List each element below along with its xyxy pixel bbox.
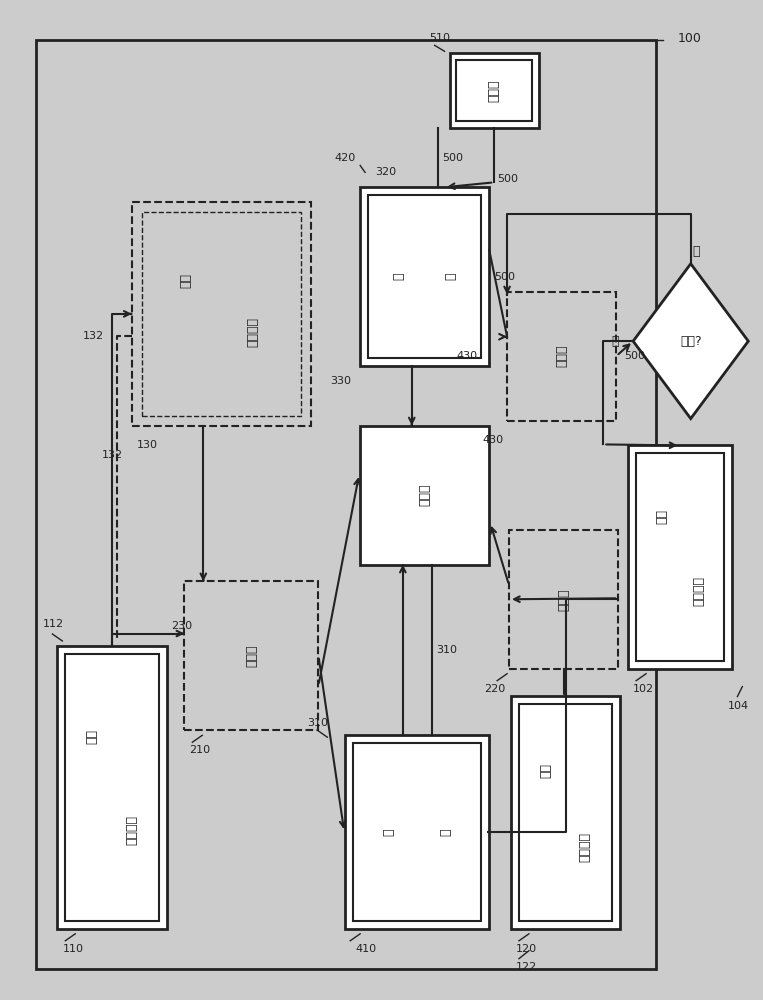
Text: 510: 510 [430, 33, 451, 43]
Bar [353, 743, 481, 921]
Text: 泵: 泵 [439, 828, 452, 836]
Text: 第三材料: 第三材料 [247, 317, 260, 347]
Text: 否: 否 [611, 335, 619, 348]
Text: 132: 132 [102, 450, 123, 460]
Bar [368, 195, 481, 358]
Text: 420: 420 [334, 153, 356, 163]
Bar [132, 202, 311, 426]
Text: 第二材料: 第二材料 [579, 832, 592, 862]
Text: 是: 是 [692, 245, 700, 258]
Text: 130: 130 [137, 440, 158, 450]
Text: 泵: 泵 [444, 273, 457, 280]
Text: 104: 104 [727, 701, 749, 711]
Text: 122: 122 [516, 962, 537, 972]
Text: 330: 330 [330, 376, 352, 386]
Text: 310: 310 [307, 718, 329, 728]
Text: 110: 110 [63, 944, 83, 954]
Text: 来源: 来源 [85, 729, 99, 744]
Bar [142, 212, 301, 416]
Bar [57, 646, 166, 929]
Text: 430: 430 [456, 351, 478, 361]
Text: 230: 230 [172, 621, 193, 631]
Text: 来源: 来源 [179, 273, 192, 288]
Bar [507, 292, 617, 421]
Bar [628, 445, 732, 669]
Bar [519, 704, 612, 921]
Text: 132: 132 [83, 331, 104, 341]
Text: 500: 500 [497, 174, 518, 184]
Text: 室: 室 [382, 828, 395, 836]
Text: 430: 430 [482, 435, 504, 445]
Bar [66, 654, 159, 921]
Text: 返回?: 返回? [680, 335, 701, 348]
Bar [360, 426, 489, 565]
Bar [185, 581, 318, 730]
Text: 外部泵: 外部泵 [245, 645, 258, 667]
Text: 第一材料: 第一材料 [125, 815, 138, 845]
Text: 220: 220 [485, 684, 506, 694]
Text: 外部泵: 外部泵 [555, 345, 568, 367]
Text: 500: 500 [443, 153, 464, 163]
Text: 410: 410 [356, 944, 376, 954]
Text: 发动机: 发动机 [488, 79, 501, 102]
Text: 混合室: 混合室 [418, 484, 431, 506]
Text: 100: 100 [678, 32, 702, 45]
Text: 外部泵: 外部泵 [557, 588, 570, 611]
Text: 500: 500 [624, 351, 645, 361]
Text: 来源: 来源 [539, 763, 552, 778]
Bar [360, 187, 489, 366]
Text: 500: 500 [494, 272, 515, 282]
Text: 320: 320 [375, 167, 396, 177]
Bar [346, 735, 489, 929]
Text: 储存: 储存 [655, 509, 668, 524]
Text: 120: 120 [516, 944, 537, 954]
Text: 102: 102 [633, 684, 655, 694]
Bar [509, 530, 618, 669]
Text: 310: 310 [436, 645, 458, 655]
Text: 输出材料: 输出材料 [693, 576, 706, 606]
Polygon shape [633, 264, 749, 419]
Text: 210: 210 [189, 745, 211, 755]
Bar [36, 40, 656, 969]
Text: 112: 112 [43, 619, 63, 629]
Bar [449, 53, 539, 128]
Bar [636, 453, 725, 661]
Bar [511, 696, 620, 929]
Text: 室: 室 [392, 273, 405, 280]
Bar [456, 60, 532, 121]
